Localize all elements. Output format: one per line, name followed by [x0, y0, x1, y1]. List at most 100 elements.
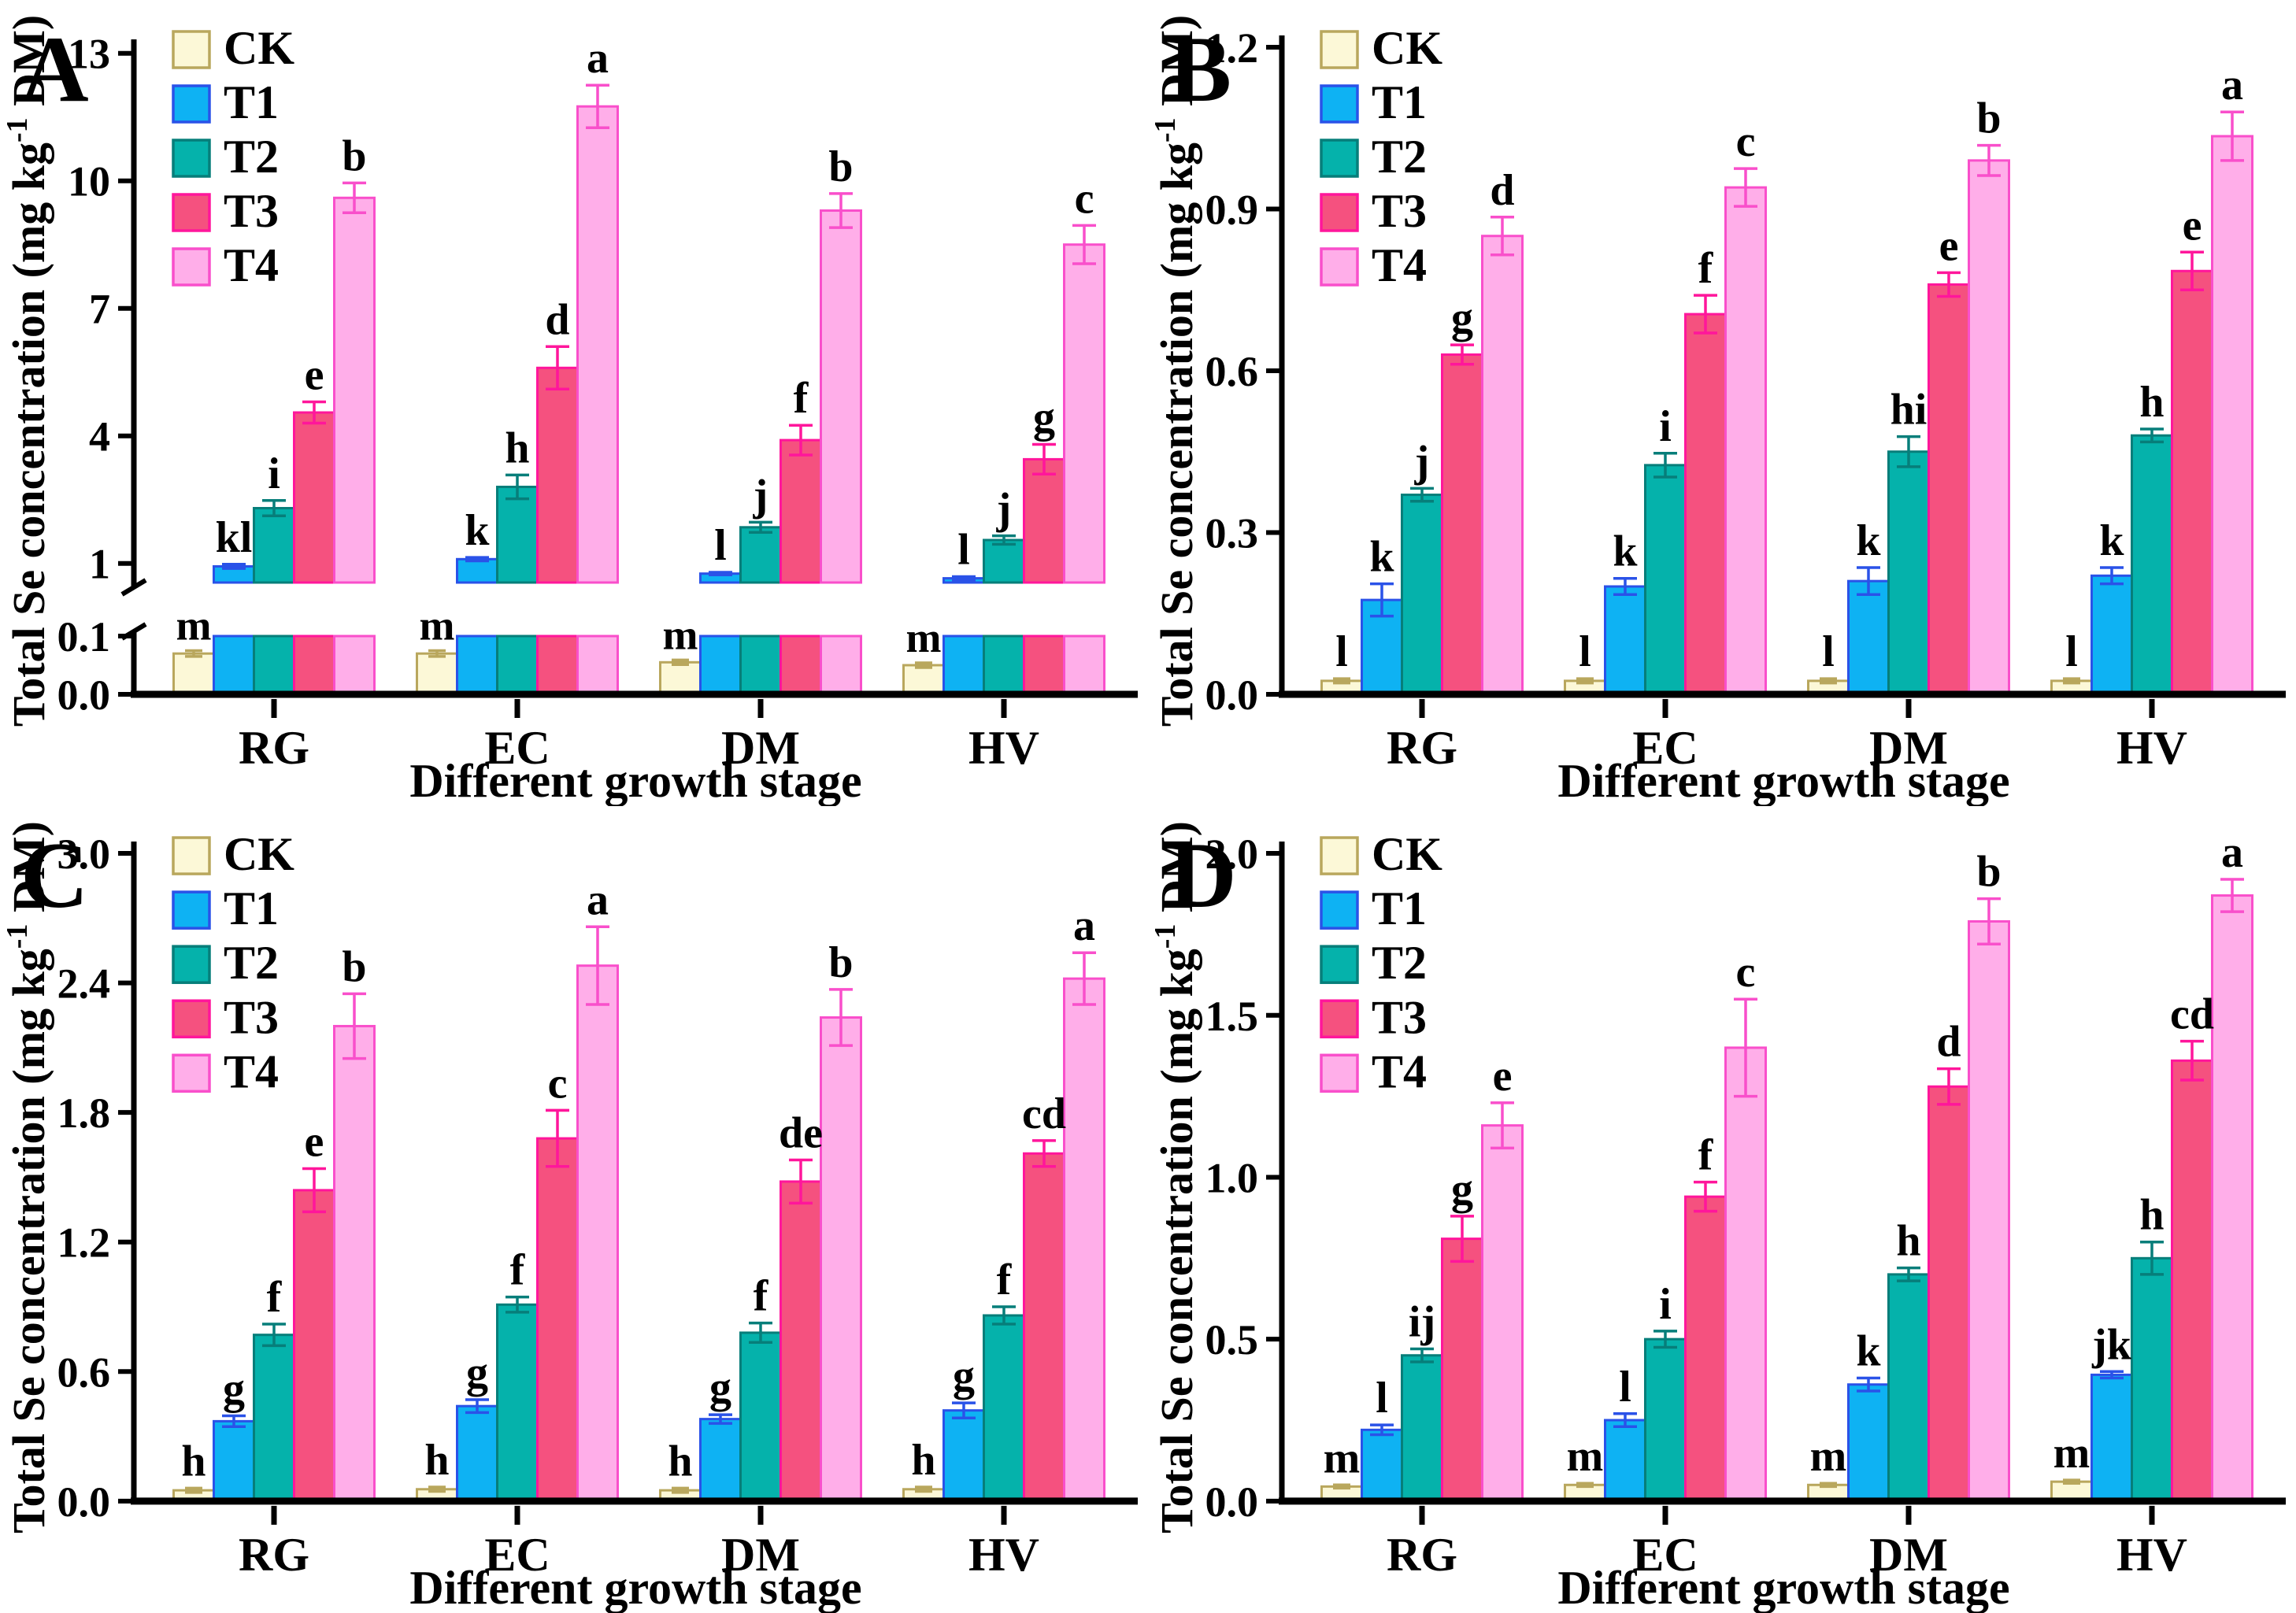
bar-T3-EC: [536, 1137, 579, 1503]
sig-letter-T1-DM: k: [1856, 516, 1881, 565]
legend-swatch-CK: [172, 30, 211, 69]
bar-T4-HV-lower: [1063, 634, 1105, 696]
sig-letters-group: l l l lk k k kji hi hgf e edc ba: [1335, 61, 2243, 676]
bar-T2-DM-lower: [739, 634, 782, 696]
legend-label-CK: CK: [224, 828, 294, 880]
bar-T1-EC-lower: [456, 634, 498, 696]
bar-T1-DM: [699, 1418, 742, 1503]
category-label: EC: [1632, 722, 1698, 774]
bar-T2-HV: [2131, 1256, 2173, 1503]
category-label: HV: [968, 722, 1039, 774]
bar-CK-HV: [902, 664, 945, 696]
bar-T2-DM: [1887, 450, 1930, 696]
legend-swatch-T1: [172, 84, 211, 124]
category-label: DM: [1869, 722, 1948, 774]
legend-swatch-T1: [172, 890, 211, 930]
y-tick-label: 1.2: [57, 1219, 110, 1267]
bar-T2-RG: [253, 1334, 295, 1503]
legend-label-T3: T3: [224, 991, 279, 1043]
bar-T3-RG-lower: [293, 634, 335, 696]
bar-T4-EC: [1724, 186, 1767, 696]
legend-label-T2: T2: [224, 937, 279, 989]
bar-T2-RG: [1401, 494, 1443, 696]
legend-label-T1: T1: [224, 882, 279, 934]
bar-T2-EC: [496, 486, 539, 584]
bar-T4-RG: [1481, 1124, 1524, 1503]
bar-T2-HV: [983, 1314, 1025, 1503]
bars-group: [1320, 894, 2253, 1503]
legend-swatch-T4: [172, 247, 211, 287]
sig-letter-T4-RG: b: [342, 131, 366, 180]
bar-T2-EC: [1644, 1337, 1687, 1503]
legend-swatch-T3: [1320, 193, 1359, 232]
bar-T4-RG-lower: [333, 634, 376, 696]
sig-letter-T4-RG: b: [342, 942, 366, 991]
axes-group: 0.0 0.5 1.0 1.5 2.0 RG EC DM HV Different growth …: [1205, 831, 2286, 1613]
sig-letter-T3-RG: e: [305, 1117, 324, 1166]
legend-label-T2: T2: [1372, 937, 1427, 989]
category-label: EC: [484, 1529, 550, 1581]
legend-swatch-T2: [172, 139, 211, 178]
sig-letter-T4-EC: c: [1736, 948, 1756, 997]
sig-letter-T4-HV: a: [2221, 828, 2243, 877]
bar-T2-HV-lower: [983, 634, 1025, 696]
legend-label-T4: T4: [1372, 1045, 1427, 1097]
y-axis-title: Total Se concentration (mg kg-1 DM): [1, 821, 54, 1533]
sig-letter-T4-DM: b: [1976, 94, 2001, 143]
category-label: RG: [239, 722, 309, 774]
bar-T2-DM: [1887, 1273, 1930, 1503]
bar-T3-HV: [1023, 457, 1065, 584]
bar-T4-DM: [820, 1016, 862, 1503]
sig-letter-T1-RG: g: [223, 1364, 245, 1413]
bar-T3-HV-lower: [1023, 634, 1065, 696]
sig-letter-T3-DM: e: [1939, 221, 1959, 270]
y-axis-title-text: Total Se concentration (mg kg-1 DM): [1, 821, 54, 1533]
y-tick-label: 0.0: [57, 671, 111, 719]
sig-letter-CK-RG: l: [1335, 627, 1348, 676]
y-tick-label: 0.0: [1205, 1478, 1258, 1526]
bar-T3-RG: [293, 1189, 335, 1503]
bars-group: [1320, 135, 2253, 696]
sig-letter-T2-RG: i: [268, 449, 280, 498]
sig-letter-CK-HV: h: [911, 1436, 935, 1485]
axes-group: 0.0 0.3 0.6 0.9 1.2 RG EC DM HV Different growth …: [1205, 24, 2286, 806]
sig-letter-T2-HV: f: [997, 1256, 1013, 1304]
y-tick-label: 0.3: [1205, 510, 1259, 557]
legend-swatch-T3: [172, 999, 211, 1039]
sig-letter-T2-DM: j: [753, 471, 768, 520]
legend-swatch-CK: [1320, 30, 1359, 69]
y-axis-title-text: Total Se concentration (mg kg-1 DM): [1, 15, 54, 727]
sig-letter-T3-HV: g: [1033, 394, 1055, 442]
sig-letter-T4-EC: a: [587, 34, 609, 83]
sig-letter-CK-DM: m: [1810, 1432, 1847, 1481]
x-axis-title: Different growth stage: [409, 755, 861, 806]
sig-letter-T4-DM: b: [1976, 848, 2001, 897]
sig-letter-T3-HV: cd: [2170, 990, 2214, 1039]
legend-swatch-CK: [172, 836, 211, 875]
legend-label-T3: T3: [1372, 185, 1427, 237]
sig-letter-T1-HV: jk: [2091, 1320, 2132, 1369]
y-tick-label: 0.6: [57, 1348, 110, 1396]
sig-letter-T2-RG: j: [1414, 437, 1430, 486]
sig-letter-T3-DM: f: [794, 374, 809, 423]
legend-swatch-T2: [172, 945, 211, 984]
sig-letter-T3-EC: d: [545, 295, 569, 344]
y-tick-label: 1.8: [57, 1090, 110, 1137]
sig-letter-T2-EC: i: [1659, 402, 1672, 451]
sig-letter-T2-HV: j: [996, 485, 1012, 534]
sig-letter-T3-HV: cd: [1022, 1090, 1066, 1138]
bar-T1-HV: [2090, 574, 2133, 696]
bar-T1-DM-lower: [699, 634, 742, 696]
legend-label-T2: T2: [224, 131, 279, 183]
bar-T4-EC: [576, 105, 619, 584]
legend-swatch-T4: [1320, 1053, 1359, 1093]
sig-letter-T4-DM: b: [828, 938, 853, 987]
bars-group: [172, 105, 1105, 696]
sig-letter-T4-RG: e: [1493, 1052, 1513, 1101]
sig-letter-T2-RG: ij: [1409, 1297, 1435, 1346]
sig-letter-CK-EC: m: [420, 602, 455, 649]
bar-T4-HV: [1063, 243, 1105, 584]
